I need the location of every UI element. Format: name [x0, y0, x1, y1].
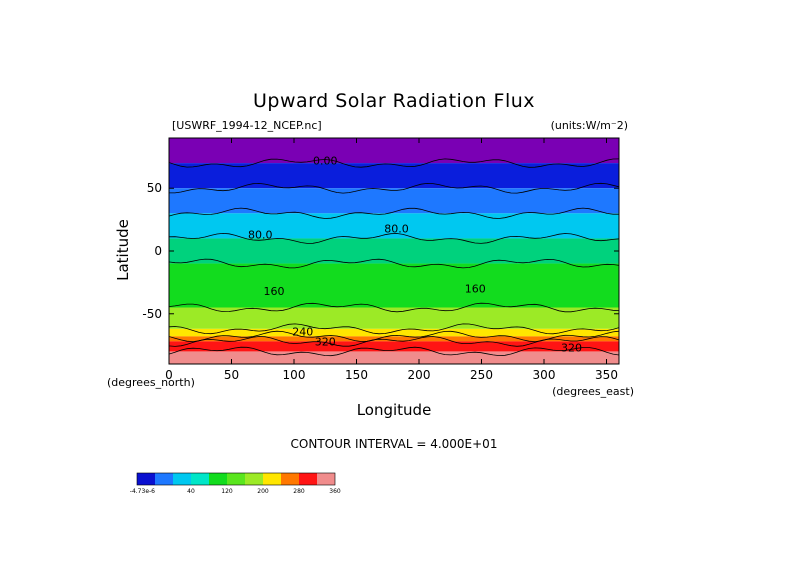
contour-line-2 — [168, 207, 619, 219]
x-tick-label-1: 50 — [224, 368, 239, 382]
colorbar-label-3: 200 — [257, 488, 269, 495]
contour-line-0 — [168, 158, 620, 168]
y-axis-title: Latitude — [114, 219, 132, 281]
file-label: [USWRF_1994-12_NCEP.nc] — [172, 119, 322, 132]
heatmap-band-10 — [169, 351, 619, 364]
contour-label-4: 160 — [465, 283, 486, 296]
colorbar-swatch-7 — [263, 473, 281, 485]
y-tick-label-1: 0 — [154, 244, 162, 258]
chart-title: Upward Solar Radiation Flux — [253, 90, 535, 112]
contour-label-5: 240 — [292, 325, 313, 338]
x-tick-label-5: 250 — [470, 368, 493, 382]
colorbar-swatch-2 — [173, 473, 191, 485]
colorbar-swatch-1 — [155, 473, 173, 485]
colorbar-swatch-4 — [209, 473, 227, 485]
colorbar-swatch-10 — [317, 473, 335, 485]
contour-line-3 — [168, 232, 620, 244]
heatmap-band-7 — [169, 328, 619, 337]
colorbar: -4.73e-6 40 120 200 280 360 — [130, 472, 341, 495]
heatmap-band-9 — [169, 341, 619, 352]
colorbar-frame — [136, 472, 336, 486]
contour-line-9 — [168, 346, 620, 357]
heatmap-band-6 — [169, 307, 619, 329]
colorbar-label-1: 40 — [187, 488, 195, 495]
contour-interval-text: CONTOUR INTERVAL = 4.000E+01 — [291, 437, 498, 451]
x-tick-label-4: 200 — [408, 368, 431, 382]
colorbar-label-5: 360 — [329, 488, 341, 495]
colorbar-swatch-6 — [245, 473, 263, 485]
x-axis-title: Longitude — [357, 401, 432, 419]
contour-label-7: 320 — [561, 342, 582, 355]
heatmap-band-5 — [169, 263, 619, 308]
colorbar-swatch-5 — [227, 473, 245, 485]
units-label: (units:W/m⁻2) — [551, 119, 628, 132]
colorbar-label-2: 120 — [221, 488, 233, 495]
contour-line-1 — [168, 182, 620, 194]
y-tick-label-0: 50 — [147, 181, 162, 195]
heatmap-band-3 — [169, 213, 619, 239]
heatmap-band-8 — [169, 336, 619, 342]
colorbar-label-4: 280 — [293, 488, 305, 495]
colorbar-label-0: -4.73e-6 — [130, 488, 155, 495]
contour-label-6: 320 — [315, 335, 336, 348]
contour-label-0: 0.00 — [313, 155, 338, 168]
x-tick-label-2: 100 — [283, 368, 306, 382]
contour-label-1: 80.0 — [248, 229, 273, 242]
x-tick-label-7: 350 — [595, 368, 618, 382]
colorbar-swatch-0 — [137, 473, 155, 485]
contour-line-5 — [168, 302, 620, 313]
x-tick-label-0: 0 — [165, 368, 173, 382]
heatmap-band-0 — [169, 138, 619, 164]
heatmap-band-1 — [169, 163, 619, 189]
contour-line-4 — [168, 258, 620, 269]
x-unit-label: (degrees_east) — [552, 385, 634, 398]
contour-label-3: 160 — [264, 285, 285, 298]
x-tick-label-6: 300 — [533, 368, 556, 382]
contour-line-6 — [168, 323, 620, 335]
x-tick-label-3: 150 — [345, 368, 368, 382]
contour-label-2: 80.0 — [384, 222, 409, 235]
heatmap-band-2 — [169, 188, 619, 214]
colorbar-swatch-8 — [281, 473, 299, 485]
colorbar-swatch-3 — [191, 473, 209, 485]
y-unit-label: (degrees_north) — [107, 376, 195, 389]
colorbar-swatch-9 — [299, 473, 317, 485]
y-tick-label-2: -50 — [142, 307, 162, 321]
contour-line-8 — [168, 336, 620, 347]
